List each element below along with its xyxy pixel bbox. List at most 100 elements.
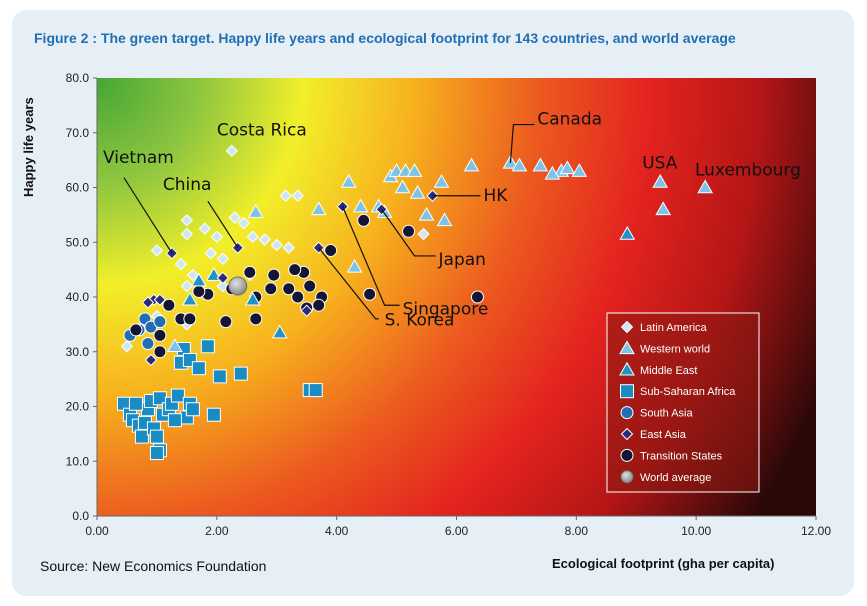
point-sub-saharan-africa [191, 361, 206, 376]
point-sub-saharan-africa [170, 388, 185, 403]
point-latin-america [282, 241, 295, 254]
point-western-world [247, 204, 264, 218]
x-tick-label: 2.00 [205, 524, 229, 538]
legend-label-south-asia: South Asia [640, 408, 693, 420]
y-tick-label: 60.0 [66, 181, 90, 195]
point-sub-saharan-africa [212, 369, 227, 384]
x-tick-label: 10.00 [681, 524, 711, 538]
label-china: China [163, 175, 212, 195]
point-western-world [571, 163, 588, 177]
point-middle-east [190, 272, 207, 287]
label-vietnam: Vietnam [103, 148, 174, 168]
point-western-world [433, 174, 450, 188]
point-transition-states [219, 315, 233, 329]
leader-line-china [207, 200, 239, 249]
y-tick-label: 20.0 [66, 400, 90, 414]
point-transition-states [249, 312, 263, 326]
point-transition-states [192, 285, 206, 299]
point-latin-america [279, 189, 292, 202]
point-east-asia [153, 293, 167, 306]
legend: Latin America Western world Middle East Sub… [606, 312, 760, 493]
point-latin-america [120, 340, 134, 353]
point-latin-america [258, 233, 271, 246]
legend-label-transition-states: Transition States [640, 450, 723, 462]
legend-label-western-world: Western world [640, 343, 710, 355]
point-western-world [394, 179, 411, 194]
y-tick-label: 0.0 [72, 509, 89, 523]
legend-marker-transition-states [620, 448, 634, 462]
point-latin-america [246, 230, 259, 243]
label-costa-rica: Costa Rica [217, 120, 307, 140]
point-western-world [406, 163, 423, 177]
legend-marker-latin-america [620, 320, 634, 334]
point-middle-east [619, 226, 636, 240]
point-transition-states [153, 328, 167, 342]
label-s-korea: S. Korea [385, 310, 455, 330]
point-sub-saharan-africa [134, 429, 149, 444]
leader-line-singapore [342, 206, 400, 306]
point-latin-america [204, 246, 218, 260]
legend-label-world-average: World average [640, 472, 711, 484]
point-latin-america [417, 227, 430, 241]
point-latin-america [225, 144, 239, 158]
point-east-asia [165, 246, 179, 260]
x-tick-label: 8.00 [565, 524, 589, 538]
point-transition-states [363, 287, 377, 301]
point-transition-states [312, 298, 326, 312]
point-western-world [418, 206, 435, 221]
legend-box [606, 312, 760, 493]
figure-title: Figure 2 : The green target. Happy life … [34, 30, 736, 46]
point-world-average [228, 276, 248, 296]
x-tick-label: 4.00 [325, 524, 349, 538]
point-transition-states [282, 282, 296, 296]
point-transition-states [243, 265, 257, 279]
point-latin-america [150, 244, 164, 257]
point-latin-america [180, 214, 194, 227]
point-latin-america [210, 230, 224, 243]
point-sub-saharan-africa [200, 339, 215, 354]
legend-label-middle-east: Middle East [640, 365, 697, 377]
legend-marker-east-asia [620, 427, 634, 441]
point-transition-states [303, 279, 317, 293]
point-sub-saharan-africa [185, 402, 200, 417]
y-tick-label: 10.0 [66, 454, 90, 468]
x-tick-label: 0.00 [85, 524, 109, 538]
point-middle-east [182, 291, 198, 306]
x-axis-label: Ecological footprint (gha per capita) [552, 556, 775, 571]
source-note: Source: New Economics Foundation [40, 558, 267, 574]
point-sub-saharan-africa [167, 413, 182, 428]
leader-line-vietnam [123, 177, 173, 254]
point-western-world [167, 338, 183, 353]
point-sub-saharan-africa [149, 446, 164, 461]
legend-marker-middle-east [619, 361, 635, 376]
legend-marker-sub-saharan-africa [620, 384, 634, 399]
point-western-world [559, 160, 576, 175]
point-sub-saharan-africa [149, 429, 164, 444]
point-latin-america [270, 238, 283, 252]
point-transition-states [264, 282, 278, 296]
label-usa: USA [642, 153, 678, 173]
point-transition-states [267, 268, 281, 282]
point-western-world [409, 184, 426, 199]
point-western-world [352, 198, 369, 213]
point-latin-america [174, 257, 188, 271]
point-transition-states [288, 263, 302, 277]
label-singapore: Singapore [403, 300, 489, 320]
point-transition-states [324, 243, 338, 257]
point-sub-saharan-africa [233, 366, 248, 381]
point-transition-states [129, 323, 143, 337]
label-japan: Japan [438, 250, 486, 270]
point-east-asia [300, 304, 313, 317]
y-tick-label: 30.0 [66, 345, 90, 359]
point-transition-states [402, 224, 416, 238]
point-middle-east [244, 291, 261, 306]
point-east-asia [216, 271, 230, 285]
data-points [116, 144, 714, 461]
point-western-world [655, 201, 672, 216]
point-western-world [544, 165, 561, 180]
point-latin-america [186, 268, 200, 282]
point-sub-saharan-africa [206, 407, 221, 422]
y-tick-label: 50.0 [66, 235, 90, 249]
point-transition-states [357, 213, 371, 227]
legend-marker-south-asia [620, 406, 634, 420]
